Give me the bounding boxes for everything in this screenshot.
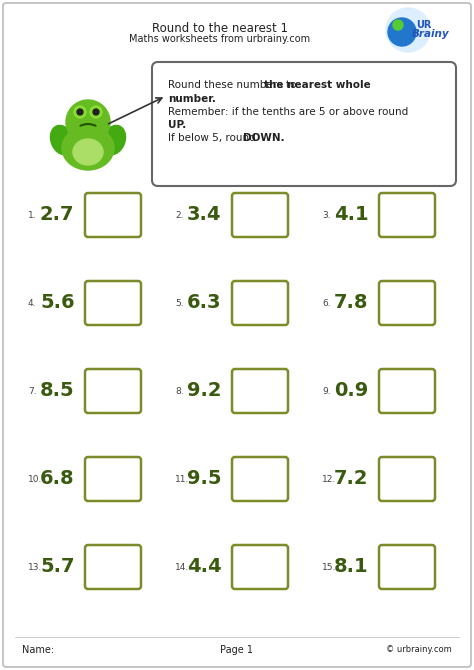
Text: 10.: 10. bbox=[28, 474, 42, 484]
FancyBboxPatch shape bbox=[232, 369, 288, 413]
Circle shape bbox=[93, 109, 99, 115]
Text: 8.: 8. bbox=[175, 387, 183, 395]
Text: 13.: 13. bbox=[28, 563, 42, 572]
Text: © urbrainy.com: © urbrainy.com bbox=[386, 645, 452, 655]
Text: the nearest whole: the nearest whole bbox=[264, 80, 371, 90]
Text: 4.: 4. bbox=[28, 299, 36, 308]
Text: 14.: 14. bbox=[175, 563, 189, 572]
Text: Maths worksheets from urbrainy.com: Maths worksheets from urbrainy.com bbox=[129, 34, 310, 44]
Text: 5.7: 5.7 bbox=[40, 557, 74, 576]
Text: 0.9: 0.9 bbox=[334, 381, 368, 401]
Text: Name:: Name: bbox=[22, 645, 54, 655]
FancyBboxPatch shape bbox=[379, 545, 435, 589]
Text: 4.1: 4.1 bbox=[334, 206, 369, 224]
Text: 7.8: 7.8 bbox=[334, 293, 368, 312]
Text: If below 5, round: If below 5, round bbox=[168, 133, 259, 143]
Text: Round to the nearest 1: Round to the nearest 1 bbox=[152, 22, 288, 35]
FancyBboxPatch shape bbox=[85, 457, 141, 501]
Text: 11.: 11. bbox=[175, 474, 190, 484]
FancyBboxPatch shape bbox=[232, 457, 288, 501]
Text: 1.: 1. bbox=[28, 210, 36, 220]
FancyBboxPatch shape bbox=[379, 457, 435, 501]
Text: 5.6: 5.6 bbox=[40, 293, 74, 312]
Text: 2.7: 2.7 bbox=[40, 206, 74, 224]
Text: 6.3: 6.3 bbox=[187, 293, 221, 312]
Circle shape bbox=[388, 18, 416, 46]
Text: 3.: 3. bbox=[322, 210, 331, 220]
FancyBboxPatch shape bbox=[85, 369, 141, 413]
Text: 8.1: 8.1 bbox=[334, 557, 369, 576]
Text: 7.: 7. bbox=[28, 387, 36, 395]
Ellipse shape bbox=[50, 125, 73, 155]
Circle shape bbox=[90, 106, 102, 118]
Text: 3.4: 3.4 bbox=[187, 206, 221, 224]
FancyBboxPatch shape bbox=[379, 193, 435, 237]
Text: 8.5: 8.5 bbox=[40, 381, 74, 401]
Ellipse shape bbox=[73, 139, 103, 165]
Ellipse shape bbox=[102, 125, 126, 155]
Text: 9.5: 9.5 bbox=[187, 470, 221, 488]
Text: UR: UR bbox=[416, 20, 431, 30]
FancyBboxPatch shape bbox=[232, 281, 288, 325]
Circle shape bbox=[386, 8, 430, 52]
Text: 5.: 5. bbox=[175, 299, 183, 308]
Text: DOWN.: DOWN. bbox=[243, 133, 285, 143]
Text: Remember: if the tenths are 5 or above round: Remember: if the tenths are 5 or above r… bbox=[168, 107, 408, 117]
FancyBboxPatch shape bbox=[379, 369, 435, 413]
FancyBboxPatch shape bbox=[232, 193, 288, 237]
Text: 6.: 6. bbox=[322, 299, 331, 308]
Text: 9.: 9. bbox=[322, 387, 331, 395]
Text: UP.: UP. bbox=[168, 120, 186, 130]
Text: Round these numbers to: Round these numbers to bbox=[168, 80, 300, 90]
Circle shape bbox=[393, 20, 403, 30]
Text: Brainy: Brainy bbox=[412, 29, 450, 39]
Circle shape bbox=[74, 106, 86, 118]
FancyBboxPatch shape bbox=[3, 3, 471, 667]
Text: Page 1: Page 1 bbox=[220, 645, 254, 655]
Text: 12.: 12. bbox=[322, 474, 336, 484]
FancyBboxPatch shape bbox=[85, 281, 141, 325]
Circle shape bbox=[66, 100, 110, 144]
Text: 2.: 2. bbox=[175, 210, 183, 220]
FancyBboxPatch shape bbox=[85, 545, 141, 589]
Text: 15.: 15. bbox=[322, 563, 337, 572]
Text: number.: number. bbox=[168, 94, 216, 104]
FancyBboxPatch shape bbox=[152, 62, 456, 186]
Text: 6.8: 6.8 bbox=[40, 470, 74, 488]
Text: 9.2: 9.2 bbox=[187, 381, 221, 401]
FancyBboxPatch shape bbox=[232, 545, 288, 589]
Text: 7.2: 7.2 bbox=[334, 470, 368, 488]
FancyBboxPatch shape bbox=[85, 193, 141, 237]
Circle shape bbox=[77, 109, 83, 115]
Ellipse shape bbox=[62, 126, 114, 170]
FancyBboxPatch shape bbox=[379, 281, 435, 325]
Text: 4.4: 4.4 bbox=[187, 557, 222, 576]
